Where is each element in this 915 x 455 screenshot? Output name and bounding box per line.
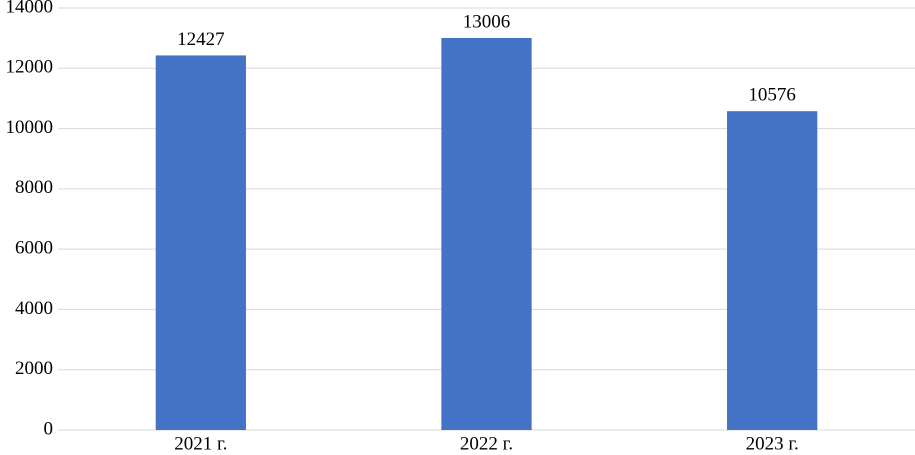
x-tick-label: 2021 г.: [174, 433, 227, 454]
y-tick-label: 4000: [15, 298, 53, 319]
y-tick-label: 6000: [15, 238, 53, 259]
y-tick-label: 12000: [6, 57, 54, 78]
bar: [155, 55, 246, 431]
y-tick-label: 2000: [15, 358, 53, 379]
bar: [441, 37, 532, 430]
x-tick-label: 2023 г.: [746, 433, 799, 454]
data-label: 12427: [177, 29, 225, 50]
data-label: 13006: [463, 11, 511, 32]
x-tick-label: 2022 г.: [460, 433, 513, 454]
y-tick-label: 0: [44, 418, 54, 439]
y-tick-label: 14000: [6, 0, 54, 17]
bar: [727, 111, 818, 431]
y-tick-label: 10000: [6, 117, 54, 138]
y-tick-label: 8000: [15, 177, 53, 198]
data-label: 10576: [748, 85, 796, 106]
